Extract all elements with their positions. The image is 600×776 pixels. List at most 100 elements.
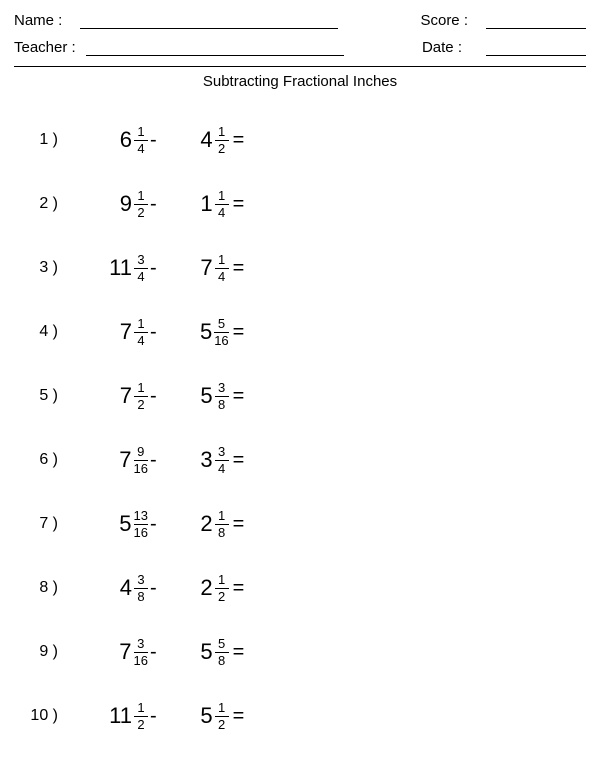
operator-minus: - <box>150 513 157 536</box>
mixed-number: 714 <box>169 253 229 283</box>
whole-part: 2 <box>200 575 212 601</box>
fraction: 1316 <box>134 509 148 539</box>
problem-number: 6 ) <box>20 451 62 469</box>
term-b: 5516 <box>163 317 229 347</box>
whole-part: 4 <box>120 575 132 601</box>
operator-minus: - <box>150 705 157 728</box>
fraction: 516 <box>214 317 228 347</box>
denominator: 16 <box>134 526 148 540</box>
problem-number: 1 ) <box>20 131 62 149</box>
equals-sign: = <box>233 193 245 216</box>
mixed-number: 218 <box>169 509 229 539</box>
operator-minus: - <box>150 193 157 216</box>
numerator: 5 <box>218 637 225 651</box>
whole-part: 7 <box>119 639 131 665</box>
denominator: 2 <box>137 206 144 220</box>
whole-part: 7 <box>119 447 131 473</box>
operator-minus: - <box>150 257 157 280</box>
denominator: 2 <box>218 718 225 732</box>
term-a: 7316 <box>78 637 148 667</box>
term-a: 7916 <box>78 445 148 475</box>
term-b: 538 <box>163 381 229 411</box>
problem-row: 5 )712-538= <box>20 364 586 428</box>
fraction: 12 <box>134 381 148 411</box>
date-line <box>486 55 586 56</box>
denominator: 16 <box>214 334 228 348</box>
problem-row: 4 )714-5516= <box>20 300 586 364</box>
term-b: 412 <box>163 125 229 155</box>
equals-sign: = <box>233 513 245 536</box>
denominator: 8 <box>137 590 144 604</box>
whole-part: 6 <box>120 127 132 153</box>
date-label: Date : <box>422 39 462 56</box>
equals-sign: = <box>233 129 245 152</box>
problem-number: 9 ) <box>20 643 62 661</box>
numerator: 3 <box>137 637 144 651</box>
denominator: 2 <box>218 142 225 156</box>
numerator: 1 <box>218 253 225 267</box>
problem-row: 7 )51316-218= <box>20 492 586 556</box>
name-line <box>80 28 338 29</box>
whole-part: 5 <box>200 703 212 729</box>
operator-minus: - <box>150 129 157 152</box>
problem-list: 1 )614-412=2 )912-114=3 )1134-714=4 )714… <box>14 108 586 748</box>
denominator: 16 <box>134 654 148 668</box>
mixed-number: 7916 <box>88 445 148 475</box>
fraction: 18 <box>215 509 229 539</box>
term-a: 912 <box>78 189 148 219</box>
problem-row: 1 ) 614-412= <box>20 108 586 172</box>
equals-sign: = <box>233 385 245 408</box>
denominator: 4 <box>137 270 144 284</box>
problem-row: 6 )7916-334= <box>20 428 586 492</box>
whole-part: 3 <box>200 447 212 473</box>
numerator: 1 <box>218 125 225 139</box>
equals-sign: = <box>233 577 245 600</box>
numerator: 1 <box>137 381 144 395</box>
header-divider <box>14 66 586 67</box>
term-a: 51316 <box>78 509 148 539</box>
whole-part: 7 <box>120 383 132 409</box>
problem-number: 10 ) <box>20 707 62 725</box>
term-a: 614 <box>78 125 148 155</box>
worksheet-header: Name : Score : Teacher : Date : <box>14 12 586 56</box>
denominator: 8 <box>218 398 225 412</box>
term-a: 714 <box>78 317 148 347</box>
problem-row: 3 )1134-714= <box>20 236 586 300</box>
problem-row: 10 )1112-512= <box>20 684 586 748</box>
denominator: 8 <box>218 526 225 540</box>
fraction: 14 <box>134 125 148 155</box>
problem-number: 3 ) <box>20 259 62 277</box>
denominator: 2 <box>137 398 144 412</box>
numerator: 1 <box>218 701 225 715</box>
fraction: 12 <box>215 701 229 731</box>
whole-part: 7 <box>200 255 212 281</box>
numerator: 3 <box>218 381 225 395</box>
fraction: 316 <box>134 637 148 667</box>
fraction: 34 <box>134 253 148 283</box>
fraction: 34 <box>215 445 229 475</box>
header-row-2: Teacher : Date : <box>14 39 586 56</box>
mixed-number: 334 <box>169 445 229 475</box>
term-b: 558 <box>163 637 229 667</box>
fraction: 14 <box>215 253 229 283</box>
fraction: 12 <box>134 701 148 731</box>
fraction: 58 <box>215 637 229 667</box>
numerator: 1 <box>218 189 225 203</box>
denominator: 4 <box>218 462 225 476</box>
problem-number: 5 ) <box>20 387 62 405</box>
fraction: 916 <box>134 445 148 475</box>
whole-part: 5 <box>200 639 212 665</box>
whole-part: 11 <box>109 703 132 729</box>
term-b: 218 <box>163 509 229 539</box>
denominator: 2 <box>218 590 225 604</box>
numerator: 1 <box>218 573 225 587</box>
problem-row: 9 )7316-558= <box>20 620 586 684</box>
fraction: 12 <box>215 573 229 603</box>
equals-sign: = <box>233 321 245 344</box>
denominator: 8 <box>218 654 225 668</box>
whole-part: 7 <box>120 319 132 345</box>
mixed-number: 5516 <box>169 317 229 347</box>
term-b: 334 <box>163 445 229 475</box>
problem-number: 2 ) <box>20 195 62 213</box>
mixed-number: 114 <box>169 189 229 219</box>
